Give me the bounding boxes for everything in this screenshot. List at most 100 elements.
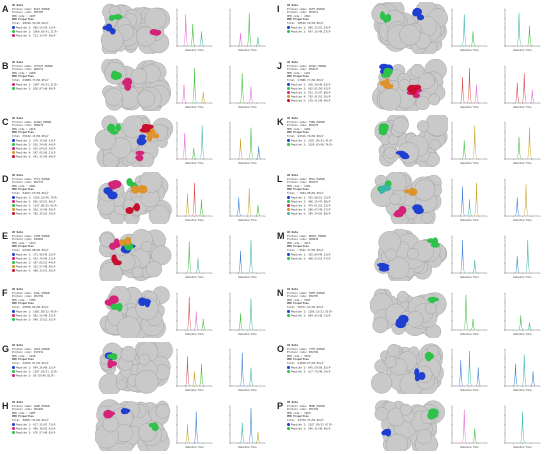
x-axis-label: Retention Time	[185, 49, 204, 52]
panel-p: P CB Data Protein name: HEMO_HUMAN Protein …	[275, 397, 550, 454]
spectrum-peak	[182, 133, 188, 160]
panel-label: J	[277, 61, 283, 71]
panel-k: K CB Data Protein name: FIBG_HUMAN Protein …	[275, 113, 550, 170]
x-axis-label: Retention Time	[460, 276, 479, 279]
info-line: Peptide 1: 617.35(47.73)Å²	[12, 422, 104, 427]
spectrum-peak	[458, 360, 464, 387]
info-text: Peptide 2: 1107.63(51.12)Å²	[16, 370, 59, 374]
info-text: Peptide 1: 395.89(49.33)Å²	[291, 253, 332, 257]
x-axis-label: Retention Time	[238, 162, 257, 165]
peptide-patch	[152, 133, 160, 139]
info-line: Peptide 1: 994.26(46.15)Å²	[12, 365, 104, 370]
info-text: Peptide 4: 367.05(56.31)Å²	[16, 151, 57, 155]
spectrum-peak	[472, 125, 478, 160]
peptide-color-dot	[287, 252, 290, 256]
info-text: Total :23759.33(50.00)Å²	[287, 418, 325, 422]
peptide-patch	[110, 354, 118, 361]
info-text: PDB Properties	[12, 75, 34, 79]
info-line: Peptide 5: 578.51(49.90)Å²	[287, 98, 379, 103]
spectrum-peak	[516, 136, 522, 160]
peptide-patch	[110, 180, 122, 189]
info-text: Peptide 3: 946.15(51.67)Å²	[16, 318, 57, 322]
info-line: Protein code: P02750	[12, 295, 104, 299]
info-line: PDB code : 1A3K	[12, 355, 104, 359]
info-line: Peptide 3: 397.85(52.44)Å²	[12, 260, 104, 265]
info-line: PDB Properties	[12, 358, 104, 362]
info-text: Protein code: P05785	[12, 11, 44, 15]
spectrum-peak	[474, 84, 479, 104]
protein-surface-k	[374, 115, 448, 167]
info-text: Peptide 3: 711.32(47.50)Å²	[16, 34, 57, 38]
info-line: Protein name: PRDX1_HUMAN	[287, 235, 379, 239]
panel-label: E	[2, 231, 9, 241]
x-axis-label: Retention Time	[513, 446, 532, 449]
spectrum-peak	[474, 182, 479, 217]
info-text: Peptide 1: 1097.42(53.21)Å²	[16, 83, 59, 87]
panel-label: D	[2, 174, 9, 184]
info-text: PDB code : 2QC8	[12, 127, 36, 131]
info-text: Total :28418.56(50.00)Å²	[12, 21, 50, 25]
spectrum-peak	[186, 241, 192, 274]
panel-o: O CB Data Protein name: TTHY_HUMAN Protein …	[275, 340, 550, 397]
spectrum-peak	[470, 318, 476, 331]
protein-info-box: CB Data Protein name: FIBG_HUMAN Protein c…	[287, 117, 379, 165]
spectrum-peak	[192, 67, 197, 104]
peptide-patch	[412, 7, 423, 16]
spectrum-peak	[460, 186, 465, 217]
spectrum-peak	[199, 31, 204, 47]
info-text: PDB code : 1U8F	[12, 411, 36, 415]
protein-surface-e	[98, 229, 172, 281]
peptide-color-dot	[287, 256, 290, 260]
peptide-color-dot	[12, 82, 15, 86]
protein-surface-a	[100, 3, 171, 54]
panel-a: A CB Data Protein name: KAP1_HUMAN Protein …	[0, 0, 275, 57]
info-text: Protein code: P08676	[12, 124, 44, 128]
spectrum-peak	[518, 315, 524, 331]
spectrum-peak	[467, 67, 472, 104]
info-line: Protein code: P02774	[12, 181, 104, 185]
peptide-patch	[107, 360, 118, 367]
spectrum-peak	[239, 422, 245, 444]
info-text: PDB Properties	[287, 415, 309, 419]
info-text: Protein name: GSTP_HUMAN	[287, 7, 325, 11]
spectrum-peak	[467, 199, 472, 217]
spectrum-plot-1: Retention Time	[451, 178, 488, 222]
info-text: Peptide 1: 1256.33(46.79)Å²	[16, 196, 59, 200]
info-text: Protein code: Q06830	[287, 238, 319, 242]
peptide-color-dot	[12, 313, 15, 317]
protein-surface-m	[374, 229, 448, 281]
info-text: PDB Properties	[12, 131, 34, 135]
peptide-patch	[136, 136, 146, 146]
info-line: Protein code: P02679	[287, 124, 379, 128]
peptide-patch	[384, 78, 390, 88]
spectrum-plot-2: Retention Time	[229, 235, 266, 279]
info-text: Protein code: P04004	[12, 238, 44, 242]
info-line: Protein code: P02766	[287, 351, 379, 355]
protein-surface-g	[98, 342, 173, 394]
peptide-patch	[414, 368, 420, 377]
info-text: Peptide 2: 466.15(47.08)Å²	[291, 200, 332, 204]
spectrum-peak	[185, 356, 190, 387]
peptide-patch	[149, 29, 159, 36]
info-text: CB Data	[287, 401, 298, 404]
panel-n: N CB Data Protein name: TRFE_HUMAN Protein …	[275, 284, 550, 341]
info-text: Peptide 1: 806.22(51.24)Å²	[291, 26, 332, 30]
peptide-color-dot	[287, 203, 290, 207]
info-line: CB Data	[12, 61, 104, 65]
x-axis-label: Retention Time	[238, 49, 257, 52]
protein-surface-l	[370, 172, 442, 224]
peptide-patch	[385, 428, 392, 437]
info-text: CB Data	[12, 117, 23, 120]
info-line: Total :25420.88(50.00)Å²	[12, 249, 104, 253]
peptide-color-dot	[287, 94, 290, 98]
info-line: Peptide 3: 86.87(48.92)Å²	[12, 373, 104, 378]
info-line: Peptide 4: 325.57(48.66)Å²	[12, 264, 104, 269]
info-text: PDB Properties	[12, 415, 34, 419]
peptide-color-dot	[12, 373, 15, 377]
peptide-patch	[111, 70, 118, 76]
peptide-patch	[429, 298, 435, 304]
info-text: PDB code : 1AV1	[287, 71, 311, 75]
peptide-patch	[124, 236, 132, 246]
info-text: CB Data	[12, 4, 23, 7]
info-line: Peptide 2: 826.87(48.60)Å²	[12, 86, 104, 91]
